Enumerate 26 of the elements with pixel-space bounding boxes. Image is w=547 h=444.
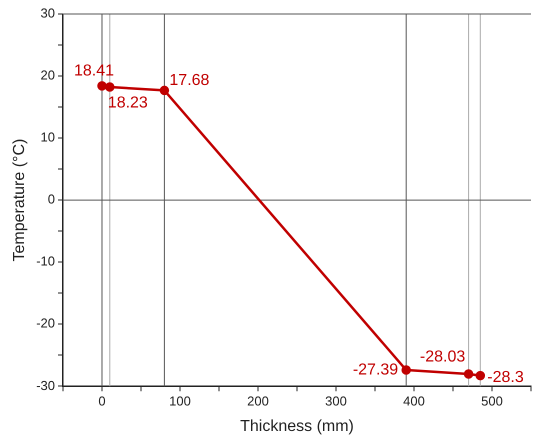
x-tick-label: 100: [169, 394, 191, 409]
point: [97, 81, 107, 91]
x-tick-label: 400: [403, 394, 425, 409]
x-tick-label: 300: [325, 394, 347, 409]
data-label: 17.68: [169, 72, 210, 89]
point: [160, 86, 170, 96]
x-tick-label: 500: [481, 394, 503, 409]
data-label: -28.3: [487, 369, 524, 386]
point: [105, 82, 115, 92]
x-tick-label: 200: [247, 394, 269, 409]
data-label: -28.03: [420, 348, 466, 366]
y-tick-label: 0: [48, 192, 55, 207]
y-tick-label: 20: [40, 68, 55, 83]
point: [464, 369, 474, 379]
y-tick-label: -30: [36, 378, 55, 393]
point: [476, 370, 486, 380]
y-axis-title: Temperature (°C): [11, 138, 28, 262]
point: [401, 365, 411, 375]
y-tick-label: 10: [40, 130, 55, 145]
data-label: -27.39: [352, 361, 398, 378]
data-label: 18.23: [108, 94, 148, 112]
x-axis-title: Thickness (mm): [240, 418, 354, 435]
y-tick-label: -10: [36, 254, 55, 269]
y-tick-label: -20: [36, 316, 55, 331]
x-tick-label: 0: [98, 394, 106, 409]
y-tick-label: 30: [40, 6, 55, 21]
